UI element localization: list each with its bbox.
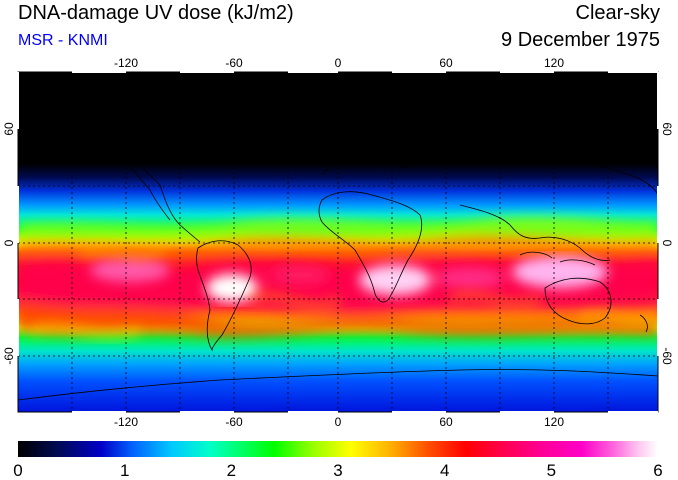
colorbar-label-6: 6 <box>653 461 662 480</box>
colorbar <box>18 441 658 457</box>
lon-tick-bottom-4: 60 <box>439 415 453 429</box>
uv-field <box>18 72 658 412</box>
lon-tick-bottom-3: 0 <box>335 415 342 429</box>
lon-tick-bottom-5: 120 <box>544 415 564 429</box>
lat-tick-right-1: 60 <box>660 122 674 136</box>
lat-tick-left-3: -60 <box>2 347 16 365</box>
colorbar-label-5: 5 <box>547 461 556 480</box>
lon-tick-bottom-2: -60 <box>225 415 243 429</box>
data-source-label: MSR - KNMI <box>18 32 108 49</box>
lat-tick-left-1: 60 <box>2 122 16 136</box>
lat-tick-right-3: -60 <box>660 347 674 365</box>
colorbar-label-4: 4 <box>440 461 449 480</box>
colorbar-label-0: 0 <box>13 461 22 480</box>
colorbar-label-2: 2 <box>227 461 236 480</box>
map-date-label: 9 December 1975 <box>501 29 660 51</box>
colorbar-label-3: 3 <box>333 461 342 480</box>
graticule <box>18 72 658 412</box>
sky-condition-label: Clear-sky <box>575 2 660 24</box>
lon-tick-top-3: 0 <box>335 56 342 70</box>
colorbar-label-1: 1 <box>120 461 129 480</box>
lat-tick-left-2: 0 <box>2 239 16 246</box>
coastlines <box>18 93 658 401</box>
lon-tick-top-2: -60 <box>225 56 243 70</box>
lon-tick-top-1: -120 <box>114 56 138 70</box>
map-title: DNA-damage UV dose (kJ/m2) <box>18 2 294 24</box>
lon-tick-bottom-1: -120 <box>114 415 138 429</box>
lon-tick-top-4: 60 <box>439 56 453 70</box>
map-border-ticks <box>16 70 660 414</box>
lon-tick-top-5: 120 <box>544 56 564 70</box>
lat-tick-right-2: 0 <box>660 240 674 247</box>
